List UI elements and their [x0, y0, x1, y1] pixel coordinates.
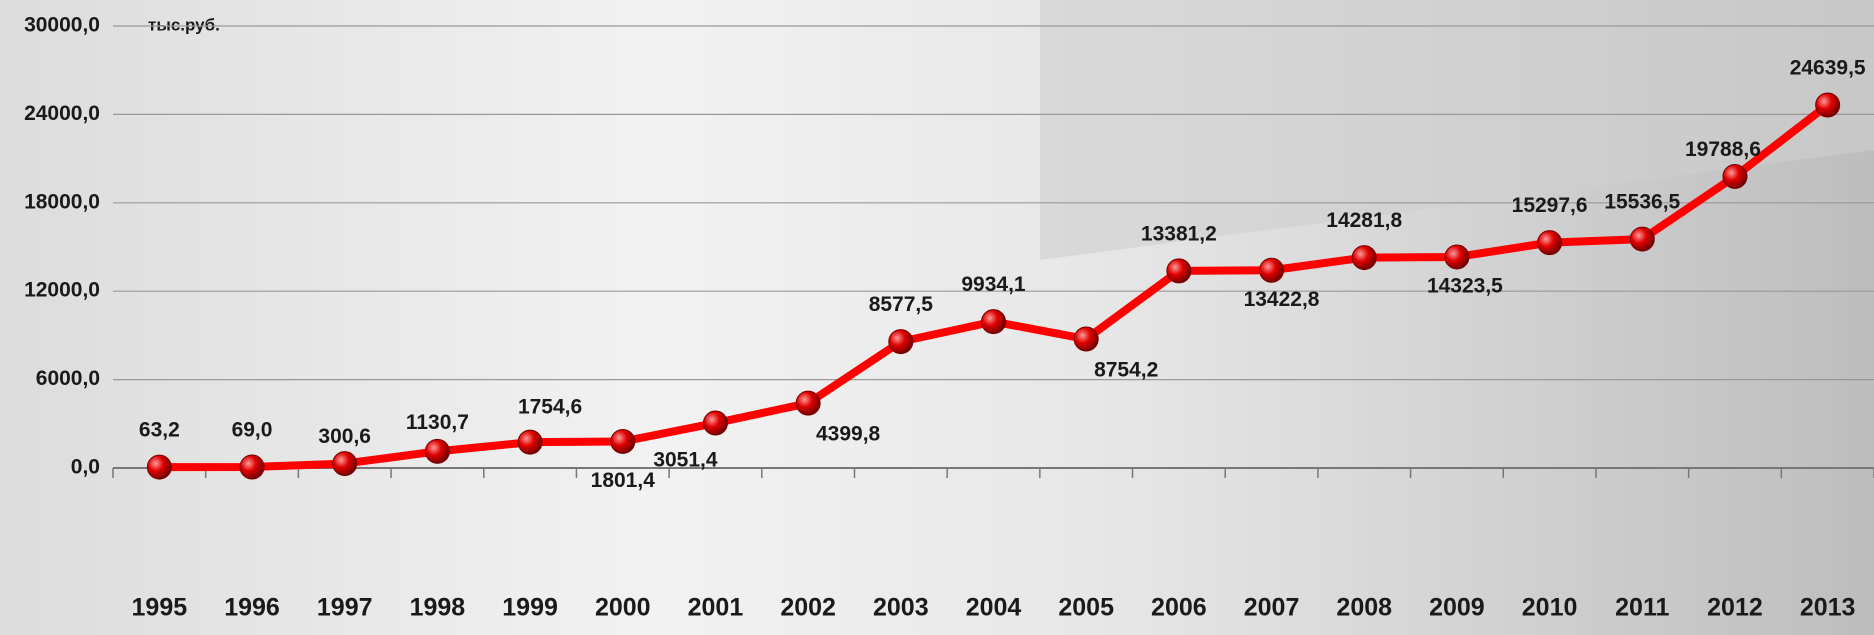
- value-label: 69,0: [232, 419, 273, 442]
- point: [1816, 93, 1840, 117]
- x-tick-label: 2003: [873, 594, 929, 622]
- x-tick-label: 2004: [966, 594, 1022, 622]
- point: [1445, 245, 1469, 269]
- point: [1630, 227, 1654, 251]
- value-label: 9934,1: [961, 273, 1026, 296]
- point: [333, 452, 357, 476]
- point: [703, 411, 727, 435]
- point: [518, 430, 542, 454]
- y-tick-label: 6000,0: [36, 367, 100, 390]
- value-label: 24639,5: [1790, 57, 1866, 80]
- value-label: 13381,2: [1141, 222, 1217, 245]
- value-label: 1130,7: [406, 411, 469, 434]
- point: [1074, 327, 1098, 351]
- value-label: 1754,6: [518, 396, 582, 419]
- point: [889, 330, 913, 354]
- x-tick-label: 2008: [1336, 594, 1392, 622]
- y-tick-label: 12000,0: [24, 279, 100, 302]
- point: [796, 391, 820, 415]
- value-label: 8577,5: [869, 293, 934, 316]
- point: [425, 439, 449, 463]
- point: [1260, 258, 1284, 282]
- x-tick-label: 2002: [780, 594, 836, 622]
- value-label: 4399,8: [816, 423, 881, 446]
- value-label: 13422,8: [1244, 288, 1320, 311]
- value-label: 15536,5: [1604, 191, 1680, 214]
- x-tick-label: 2013: [1800, 594, 1856, 622]
- point: [240, 455, 264, 479]
- x-tick-label: 2006: [1151, 594, 1207, 622]
- x-tick-label: 1996: [224, 594, 280, 622]
- x-tick-label: 1999: [502, 594, 558, 622]
- value-label: 3051,4: [653, 449, 718, 472]
- x-tick-label: 1998: [410, 594, 466, 622]
- value-label: 14281,8: [1326, 209, 1402, 232]
- value-label: 8754,2: [1094, 359, 1158, 382]
- point: [1723, 164, 1747, 188]
- x-tick-label: 1995: [132, 594, 188, 622]
- value-label: 14323,5: [1427, 275, 1503, 298]
- y-tick-label: 24000,0: [24, 102, 100, 125]
- x-tick-label: 2012: [1707, 594, 1763, 622]
- value-label: 15297,6: [1512, 194, 1588, 217]
- chart: тыс.руб. 0,0 6000,0 12000,0 18000,0 24000,0 3…: [0, 0, 1874, 635]
- y-axis-unit: тыс.руб.: [148, 15, 220, 34]
- x-tick-label: 2005: [1058, 594, 1114, 622]
- point: [147, 455, 171, 479]
- x-tick-label: 2011: [1615, 594, 1669, 622]
- x-tick-label: 1997: [317, 594, 373, 622]
- value-label: 19788,6: [1685, 138, 1761, 161]
- y-tick-label: 30000,0: [24, 14, 100, 37]
- point: [1538, 231, 1562, 255]
- value-label: 300,6: [318, 425, 371, 448]
- x-tick-label: 2001: [688, 594, 744, 622]
- point: [1352, 246, 1376, 270]
- point: [611, 429, 635, 453]
- x-tick-label: 2000: [595, 594, 651, 622]
- value-label: 63,2: [139, 419, 180, 442]
- x-tick-label: 2009: [1429, 594, 1485, 622]
- y-tick-label: 0,0: [71, 456, 100, 479]
- point: [1167, 259, 1191, 283]
- point: [982, 310, 1006, 334]
- x-tick-label: 2007: [1244, 594, 1300, 622]
- x-tick-label: 2010: [1522, 594, 1578, 622]
- value-label: 1801,4: [591, 469, 656, 492]
- y-tick-label: 18000,0: [24, 190, 100, 213]
